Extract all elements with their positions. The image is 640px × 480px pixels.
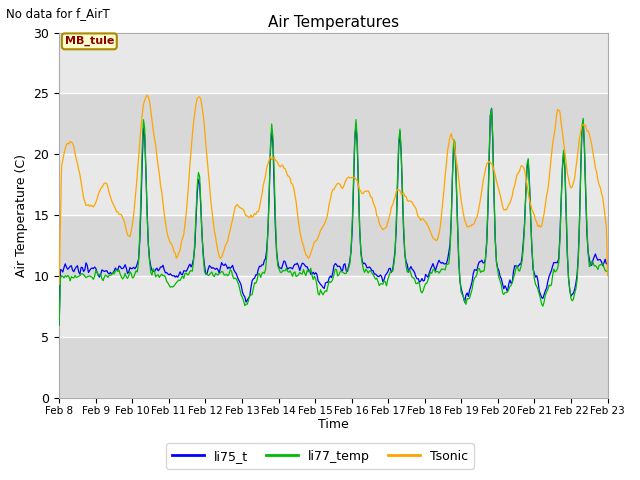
Y-axis label: Air Temperature (C): Air Temperature (C) xyxy=(15,154,28,277)
Legend: li75_t, li77_temp, Tsonic: li75_t, li77_temp, Tsonic xyxy=(166,444,474,469)
Bar xyxy=(59,94,607,155)
Bar xyxy=(59,33,607,94)
Bar xyxy=(59,215,607,276)
Bar xyxy=(59,276,607,337)
Text: No data for f_AirT: No data for f_AirT xyxy=(6,7,110,20)
Bar xyxy=(59,155,607,215)
Bar xyxy=(59,337,607,398)
Text: MB_tule: MB_tule xyxy=(65,36,114,47)
X-axis label: Time: Time xyxy=(318,419,349,432)
Title: Air Temperatures: Air Temperatures xyxy=(268,15,399,30)
